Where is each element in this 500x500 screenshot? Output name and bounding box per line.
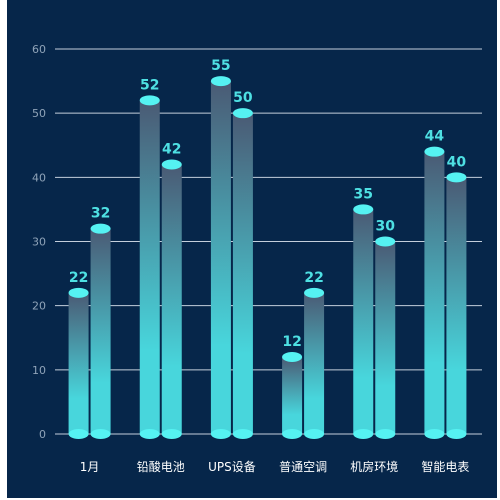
grid-lines — [55, 48, 482, 435]
bar-top-cap — [68, 287, 89, 298]
bar — [232, 113, 253, 435]
data-label: 22 — [304, 270, 323, 286]
bar-top-cap — [90, 223, 111, 234]
y-tick-label: 40 — [32, 171, 46, 184]
bar-base-cap — [304, 429, 325, 439]
bar — [90, 228, 111, 434]
bar-top-cap — [232, 108, 253, 119]
bar-base-cap — [232, 429, 253, 439]
x-tick-label: 普通空调 — [279, 460, 327, 474]
bar-base-cap — [161, 429, 182, 439]
data-label: 50 — [233, 90, 253, 106]
bar — [68, 292, 89, 434]
bar-base-cap — [353, 429, 374, 439]
bar — [304, 292, 325, 434]
x-tick-label: 1月 — [80, 460, 100, 474]
bar-base-cap — [90, 429, 111, 439]
bar — [139, 100, 160, 434]
bar-base-cap — [424, 429, 445, 439]
x-axis-ticks: 1月 铅酸电池 UPS设备 普通空调 机房环境 智能电表 — [80, 459, 470, 474]
data-label: 12 — [282, 334, 301, 350]
bar — [210, 81, 231, 434]
bar-base-cap — [282, 429, 303, 439]
data-label: 52 — [140, 77, 159, 93]
y-tick-label: 50 — [32, 107, 46, 120]
data-label: 55 — [211, 58, 230, 74]
bar-top-cap — [375, 236, 396, 247]
bar — [424, 151, 445, 434]
y-tick-label: 10 — [32, 364, 46, 377]
bar-base-cap — [68, 429, 89, 439]
bar-top-cap — [304, 287, 325, 298]
bar-top-cap — [424, 146, 445, 157]
y-tick-label: 60 — [32, 43, 46, 56]
data-label: 40 — [447, 154, 467, 170]
data-label: 32 — [91, 206, 110, 222]
bar-base-cap — [210, 429, 231, 439]
data-label: 30 — [376, 219, 396, 235]
bar-top-cap — [210, 76, 231, 87]
y-axis-ticks: 0 10 20 30 40 50 60 — [32, 43, 46, 441]
bar-base-cap — [139, 429, 160, 439]
bar-top-cap — [353, 204, 374, 215]
bar-top-cap — [446, 172, 467, 183]
data-label: 42 — [162, 142, 181, 158]
bar — [282, 357, 303, 434]
x-tick-label: 机房环境 — [350, 459, 398, 474]
x-tick-label: 铅酸电池 — [137, 459, 185, 474]
data-label: 35 — [354, 186, 373, 202]
bar — [353, 209, 374, 434]
bar-top-cap — [139, 95, 160, 106]
y-tick-label: 0 — [39, 428, 46, 441]
x-tick-label: UPS设备 — [208, 460, 256, 474]
bar-top-cap — [161, 159, 182, 170]
bars — [68, 76, 467, 439]
data-label: 44 — [425, 129, 445, 145]
bar — [375, 241, 396, 434]
bar-base-cap — [446, 429, 467, 439]
y-tick-label: 20 — [32, 300, 46, 313]
x-tick-label: 智能电表 — [421, 459, 469, 474]
bar-base-cap — [375, 429, 396, 439]
data-label: 22 — [69, 270, 88, 286]
bar — [161, 164, 182, 434]
bar — [446, 177, 467, 435]
y-tick-label: 30 — [32, 236, 46, 249]
bar-top-cap — [282, 352, 303, 362]
